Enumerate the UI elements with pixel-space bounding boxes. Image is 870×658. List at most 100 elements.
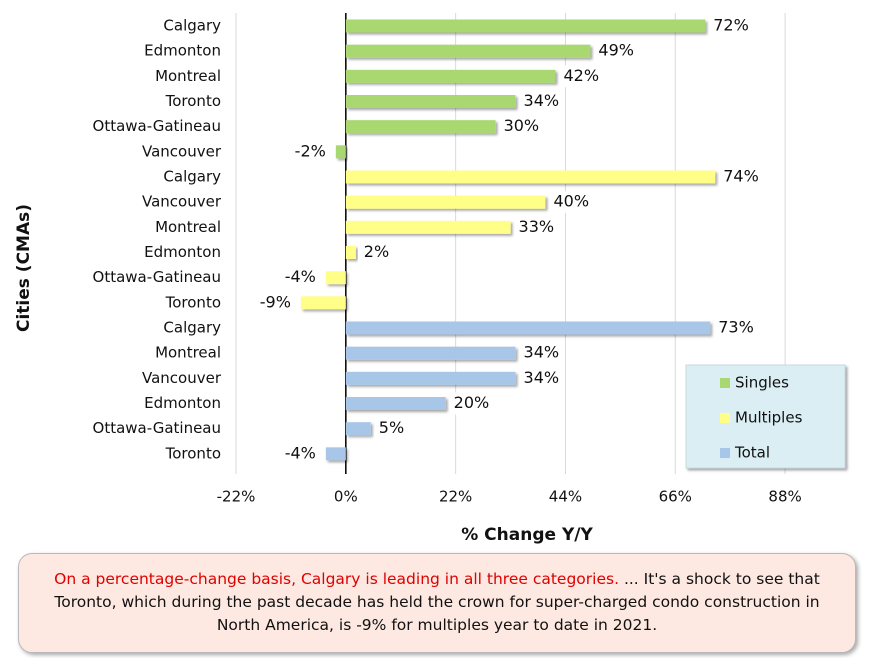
value-label-bg	[594, 40, 637, 63]
y-tick-label: Montreal	[155, 218, 221, 236]
bar	[345, 120, 496, 134]
bar	[345, 95, 516, 108]
value-label: 33%	[519, 217, 555, 236]
value-label: 34%	[524, 343, 560, 362]
value-label-bg	[519, 90, 562, 113]
value-label-group: -2%	[289, 140, 332, 163]
value-label-bg	[719, 166, 762, 188]
value-label-group: -4%	[279, 442, 322, 465]
value-label: 49%	[598, 41, 634, 60]
y-tick-label: Calgary	[163, 168, 221, 186]
value-label-bg	[714, 317, 757, 339]
value-label: -4%	[285, 443, 316, 462]
bar	[345, 195, 546, 209]
x-tick-label: 44%	[549, 488, 582, 506]
value-label-bg	[514, 216, 557, 239]
value-label-group: 40%	[549, 191, 592, 214]
value-label-group: 49%	[594, 40, 637, 63]
y-tick-label: Toronto	[165, 92, 221, 110]
annotation-text: ... It's a shock to see that Toronto, wh…	[54, 570, 820, 634]
y-tick-label: Vancouver	[142, 193, 222, 211]
value-label-bg	[499, 115, 542, 138]
value-label-group: 34%	[519, 342, 562, 365]
y-tick-label: Ottawa-Gatineau	[93, 117, 221, 135]
y-tick-label: Calgary	[163, 17, 221, 35]
value-label-group: 34%	[519, 90, 562, 113]
y-tick-label: Ottawa-Gatineau	[93, 268, 221, 286]
y-tick-label: Vancouver	[142, 142, 222, 160]
bar	[345, 19, 706, 33]
x-tick-label: 22%	[439, 488, 472, 506]
legend-label: Multiples	[735, 409, 803, 427]
value-label: -4%	[285, 267, 316, 286]
value-label: 2%	[364, 242, 389, 261]
value-label-bg	[709, 15, 752, 37]
value-label: 20%	[454, 393, 490, 412]
value-label-bg	[449, 392, 492, 415]
y-axis-title: Cities (CMAs)	[14, 204, 34, 332]
value-label-bg	[559, 65, 602, 88]
value-label-group: 42%	[559, 65, 602, 88]
value-label-group: 72%	[709, 15, 752, 37]
value-label: -9%	[260, 292, 291, 311]
value-label-group: 2%	[359, 241, 402, 264]
bar	[345, 44, 591, 58]
value-label: 40%	[553, 192, 589, 211]
bar	[345, 69, 556, 83]
bar	[325, 271, 346, 285]
x-axis-title: % Change Y/Y	[461, 525, 593, 545]
value-label-group: -9%	[254, 291, 297, 314]
value-label-bg	[519, 367, 562, 390]
y-tick-label: Toronto	[165, 293, 221, 311]
legend-swatch	[720, 378, 730, 388]
value-label: 73%	[718, 318, 754, 337]
y-tick-label: Edmonton	[144, 42, 221, 60]
x-tick-label: -22%	[217, 488, 256, 506]
y-tick-label: Montreal	[155, 67, 221, 85]
value-label-group: 20%	[449, 392, 492, 415]
value-label-bg	[279, 266, 322, 289]
legend-label: Singles	[735, 374, 789, 392]
value-label-bg	[254, 291, 297, 314]
value-label: 74%	[723, 167, 759, 186]
value-label-bg	[519, 342, 562, 365]
value-label-group: 73%	[714, 317, 757, 339]
value-label: 42%	[563, 66, 599, 85]
value-label-group: 33%	[514, 216, 557, 239]
y-tick-label: Toronto	[165, 444, 221, 462]
legend-swatch	[720, 448, 730, 458]
value-label: -2%	[295, 141, 326, 160]
y-tick-label: Vancouver	[142, 369, 222, 387]
value-label: 5%	[379, 418, 404, 437]
bar	[345, 170, 716, 184]
bar	[345, 346, 516, 360]
value-label: 72%	[713, 16, 749, 35]
legend-label: Total	[734, 444, 770, 462]
value-label-group: -4%	[279, 266, 322, 289]
y-tick-label: Montreal	[155, 344, 221, 362]
value-label: 34%	[524, 368, 560, 387]
bar	[345, 371, 516, 385]
value-label-group: 30%	[499, 115, 542, 138]
y-tick-label: Edmonton	[144, 243, 221, 261]
x-tick-label: 0%	[334, 488, 358, 506]
value-label-group: 74%	[719, 166, 762, 188]
bar	[300, 296, 346, 310]
bar	[345, 422, 371, 436]
bar	[345, 321, 711, 335]
y-tick-label: Calgary	[163, 319, 221, 337]
value-label-bg	[289, 140, 332, 163]
value-label: 30%	[504, 116, 540, 135]
bar	[345, 397, 446, 410]
bar	[345, 246, 356, 259]
legend-swatch	[720, 413, 730, 423]
value-label-group: 34%	[519, 367, 562, 390]
value-label: 34%	[524, 91, 560, 110]
value-label-bg	[374, 417, 417, 440]
bar	[345, 220, 511, 234]
x-tick-label: 88%	[768, 488, 801, 506]
value-label-bg	[279, 442, 322, 465]
bar	[335, 145, 346, 159]
y-tick-label: Edmonton	[144, 394, 221, 412]
